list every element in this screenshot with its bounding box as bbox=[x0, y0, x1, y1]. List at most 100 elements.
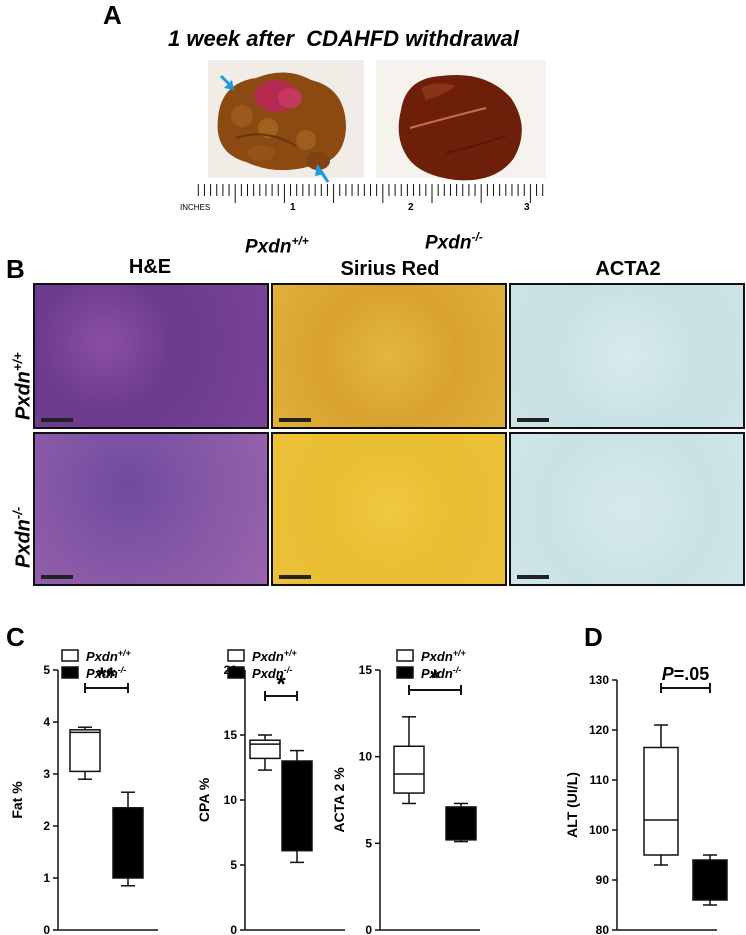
y-tick-label: 110 bbox=[590, 773, 610, 787]
box-wt bbox=[643, 724, 679, 866]
y-axis-label: ACTA 2 % bbox=[331, 767, 347, 833]
liver-ko-image bbox=[398, 74, 522, 181]
panel-c-letter: C bbox=[6, 622, 25, 652]
legend-sup: +/+ bbox=[118, 648, 132, 658]
y-tick-label: 0 bbox=[43, 923, 50, 935]
scale-bar bbox=[517, 575, 549, 579]
histology-acta2-ko bbox=[509, 432, 745, 586]
legend-sup: -/- bbox=[284, 665, 293, 675]
y-tick-label: 10 bbox=[359, 750, 373, 764]
box-ko bbox=[112, 791, 144, 887]
histology-sirius-wt bbox=[271, 283, 507, 429]
box-ko bbox=[445, 802, 477, 843]
y-tick-label: 5 bbox=[230, 858, 237, 872]
box-body bbox=[281, 760, 313, 852]
column-title-he: H&E bbox=[128, 256, 172, 278]
legend-swatch bbox=[396, 666, 414, 679]
y-tick-label: 2 bbox=[43, 819, 50, 833]
y-tick-label: 10 bbox=[224, 793, 238, 807]
legend-name: Pxdn bbox=[86, 666, 118, 681]
ruler bbox=[196, 183, 562, 215]
legend-label: Pxdn+/+ bbox=[421, 648, 467, 664]
liver-photos bbox=[196, 60, 562, 215]
column-title-sirius-red: Sirius Red bbox=[340, 258, 440, 280]
y-tick-label: 4 bbox=[43, 715, 50, 729]
box-body bbox=[445, 806, 477, 841]
scale-bar bbox=[41, 575, 73, 579]
scale-bar bbox=[279, 575, 311, 579]
chart-4: 80 90 100 110 120 130 ALT (UI/L) P=.05 bbox=[564, 664, 728, 935]
panel-b-letter: B bbox=[6, 254, 25, 284]
ruler-label: INCHES bbox=[180, 203, 211, 212]
histology-he-wt bbox=[33, 283, 269, 429]
y-tick-label: 130 bbox=[589, 673, 609, 687]
scale-bar bbox=[41, 418, 73, 422]
y-axis-label: CPA % bbox=[196, 777, 212, 822]
legend-name: Pxdn bbox=[86, 649, 118, 664]
y-tick-label: 90 bbox=[596, 873, 610, 887]
y-tick-label: 5 bbox=[43, 663, 50, 677]
legend: Pxdn+/+Pxdn-/- bbox=[61, 648, 132, 681]
histology-sirius-ko bbox=[271, 432, 507, 586]
legend-swatch bbox=[227, 649, 245, 662]
legend-swatch bbox=[227, 666, 245, 679]
legend: Pxdn+/+Pxdn-/- bbox=[227, 648, 298, 681]
panel-d-letter: D bbox=[584, 622, 603, 652]
genotype-label-wt: Pxdn+/+ bbox=[245, 234, 309, 258]
legend-name: Pxdn bbox=[252, 649, 284, 664]
legend-sup: +/+ bbox=[284, 648, 298, 658]
legend-label: Pxdn+/+ bbox=[252, 648, 298, 664]
chart-2: 05101520CPA %*Pxdn+/+Pxdn-/- bbox=[196, 648, 345, 935]
box-body bbox=[69, 729, 101, 773]
significance-label: * bbox=[430, 665, 440, 692]
histology-he-ko bbox=[33, 432, 269, 586]
column-title-acta2: ACTA2 bbox=[595, 258, 661, 280]
arrow-icon bbox=[219, 74, 330, 183]
y-tick-label: 3 bbox=[43, 767, 50, 781]
y-tick-label: 0 bbox=[230, 923, 237, 935]
legend-label: Pxdn-/- bbox=[421, 665, 461, 681]
legend-name: Pxdn bbox=[252, 666, 284, 681]
box-body bbox=[249, 739, 281, 760]
significance-label: P=.05 bbox=[662, 664, 710, 684]
significance-p: P bbox=[662, 664, 675, 684]
ruler-body bbox=[196, 183, 562, 215]
scale-bar bbox=[517, 418, 549, 422]
legend-name: Pxdn bbox=[421, 666, 453, 681]
significance-label: ** bbox=[97, 663, 116, 690]
y-tick-label: 15 bbox=[359, 663, 373, 677]
legend-label: Pxdn+/+ bbox=[86, 648, 132, 664]
box-wt bbox=[249, 734, 281, 771]
y-axis-label: Fat % bbox=[9, 781, 25, 819]
significance-label: * bbox=[276, 671, 286, 698]
box-body bbox=[393, 745, 425, 794]
legend-label: Pxdn-/- bbox=[252, 665, 292, 681]
legend-swatch bbox=[61, 649, 79, 662]
y-tick-label: 120 bbox=[589, 723, 609, 737]
y-tick-label: 15 bbox=[224, 728, 238, 742]
panel-a-letter: A bbox=[103, 0, 122, 30]
box-ko bbox=[281, 749, 313, 864]
y-axis-label: ALT (UI/L) bbox=[564, 772, 580, 838]
box-wt bbox=[393, 716, 425, 805]
box-ko bbox=[692, 854, 728, 906]
legend-sup: -/- bbox=[118, 665, 127, 675]
y-tick-label: 80 bbox=[596, 923, 610, 935]
box-wt bbox=[69, 726, 101, 780]
histology-acta2-wt bbox=[509, 283, 745, 429]
significance-value: =.05 bbox=[674, 664, 710, 684]
box-body bbox=[643, 746, 679, 856]
ruler-number-1: 1 bbox=[290, 202, 296, 213]
y-tick-label: 5 bbox=[365, 836, 372, 850]
box-body bbox=[112, 807, 144, 879]
y-tick-label: 0 bbox=[365, 923, 372, 935]
legend-sup: +/+ bbox=[453, 648, 467, 658]
legend-name: Pxdn bbox=[421, 649, 453, 664]
y-tick-label: 1 bbox=[43, 871, 50, 885]
legend: Pxdn+/+Pxdn-/- bbox=[396, 648, 467, 681]
scale-bar bbox=[279, 418, 311, 422]
genotype-label-ko: Pxdn-/- bbox=[425, 230, 483, 254]
